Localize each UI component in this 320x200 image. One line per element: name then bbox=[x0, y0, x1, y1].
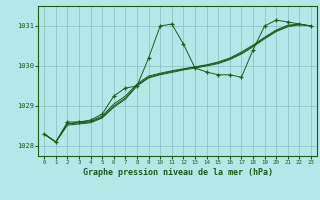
X-axis label: Graphe pression niveau de la mer (hPa): Graphe pression niveau de la mer (hPa) bbox=[83, 168, 273, 177]
